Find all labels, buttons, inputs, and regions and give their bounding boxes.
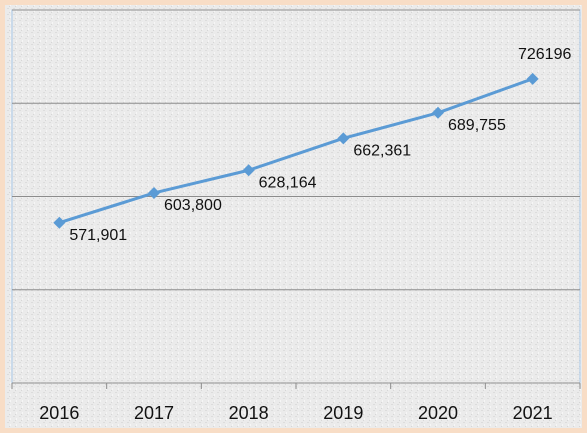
- x-tick-label: 2016: [39, 403, 79, 423]
- data-label: 628,164: [259, 174, 317, 191]
- marker: [337, 132, 350, 145]
- marker: [432, 106, 444, 119]
- x-tick-label: 2020: [418, 403, 458, 423]
- data-label: 726196: [518, 46, 571, 63]
- line: [58, 77, 534, 225]
- marker: [148, 186, 160, 199]
- marker: [242, 164, 255, 177]
- data-label: 571,901: [69, 227, 127, 244]
- data-label: 662,361: [353, 143, 411, 160]
- x-tick-label: 2017: [134, 403, 174, 423]
- data-label: 603,800: [164, 197, 222, 214]
- data-label: 689,755: [448, 117, 506, 134]
- x-tick-label: 2019: [323, 403, 363, 423]
- x-tick-label: 2018: [229, 403, 269, 423]
- marker: [526, 72, 539, 85]
- marker: [53, 216, 66, 229]
- background: [5, 5, 582, 428]
- x-tick-label: 2021: [513, 403, 553, 423]
